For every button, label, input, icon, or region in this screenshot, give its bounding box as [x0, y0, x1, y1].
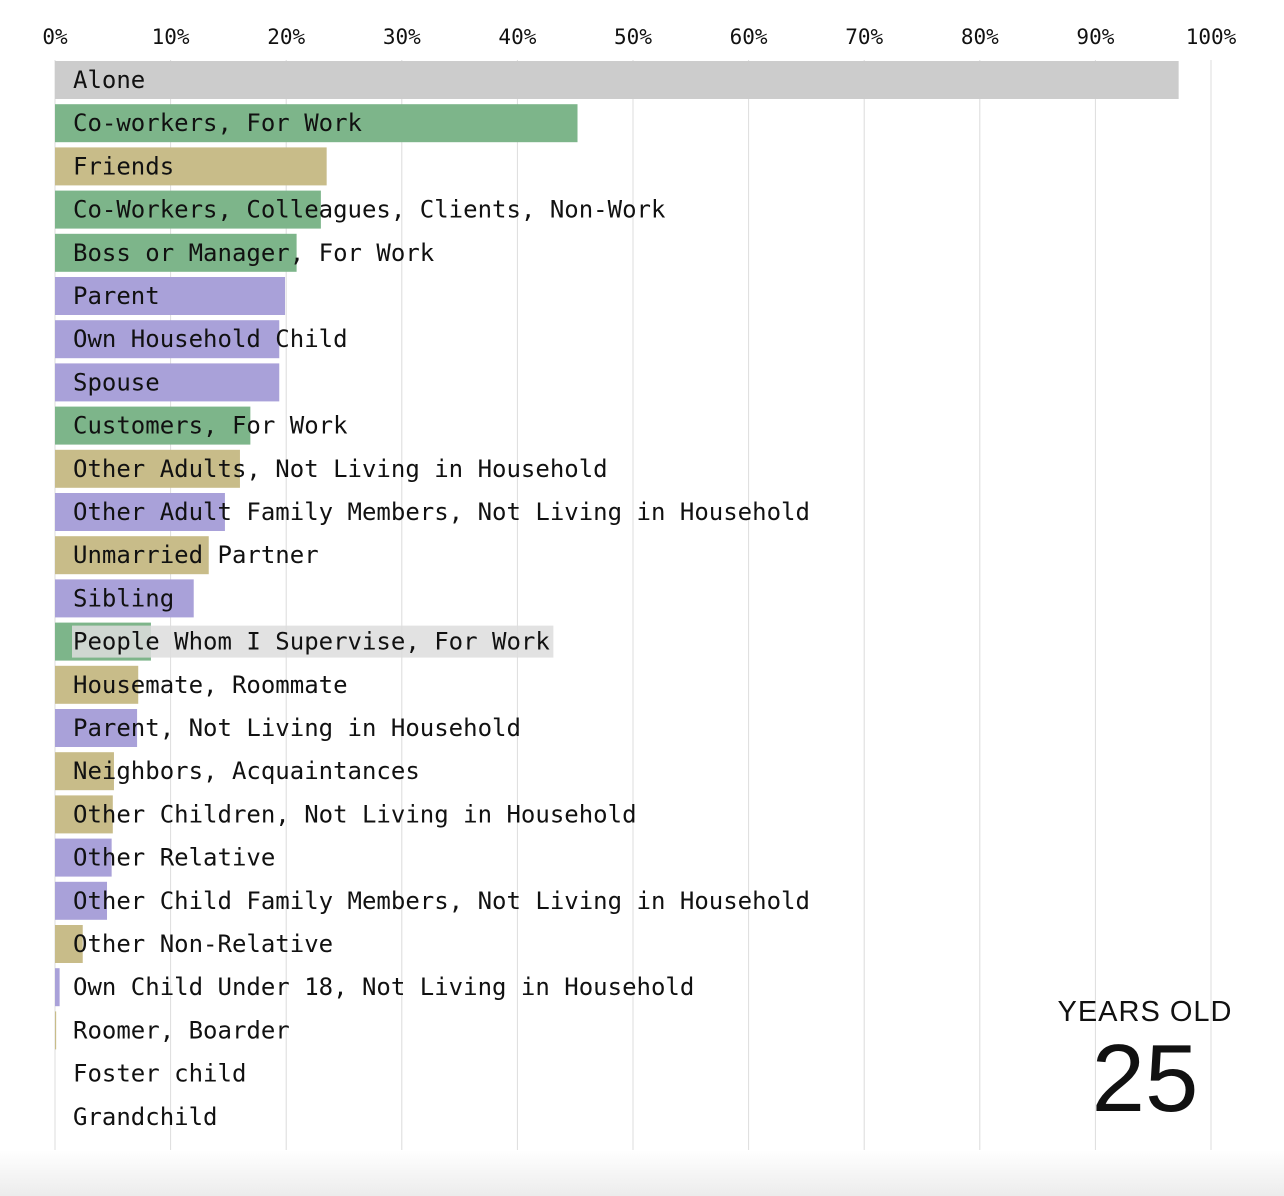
bar-label: Parent: [73, 282, 160, 310]
x-tick-label: 100%: [1186, 25, 1237, 49]
bar: [55, 363, 280, 402]
bar-label: Neighbors, Acquaintances: [73, 757, 420, 785]
x-tick-label: 0%: [42, 25, 68, 49]
bar-label: Other Relative: [73, 844, 275, 872]
bar: [55, 493, 225, 531]
bar-row: Customers, For Work: [55, 406, 348, 445]
bar-row: Boss or Manager, For Work: [55, 233, 435, 272]
bottom-fade: [0, 1150, 1284, 1196]
bar: [55, 709, 138, 747]
bar-label: Friends: [73, 152, 174, 180]
bar-label: People Whom I Supervise, For Work: [73, 628, 550, 656]
age-display: YEARS OLD 25: [1040, 996, 1250, 1127]
bar-row: Other Adults, Not Living in Household: [55, 449, 608, 488]
bar-row: Neighbors, Acquaintances: [55, 752, 420, 791]
bar-row: Sibling: [55, 579, 194, 618]
bar-label: Other Children, Not Living in Household: [73, 800, 637, 828]
x-tick-label: 50%: [614, 25, 652, 49]
bar-label: Own Child Under 18, Not Living in Househ…: [73, 973, 694, 1001]
bar-label: Other Child Family Members, Not Living i…: [73, 887, 810, 915]
bar-label: Co-workers, For Work: [73, 109, 363, 137]
bars: Alone Co-workers, For Work Friends Co-Worke…: [55, 61, 1179, 1131]
bar-row: Own Child Under 18, Not Living in Househ…: [55, 968, 694, 1007]
bar-row: Grandchild: [73, 1103, 218, 1131]
bar-label: Other Adults, Not Living in Household: [73, 455, 608, 483]
bar: [55, 320, 280, 359]
bar-label: Sibling: [73, 584, 174, 612]
bar-row: Other Non-Relative: [55, 925, 333, 963]
x-tick-label: 20%: [267, 25, 305, 49]
bar-row: Alone: [55, 61, 1179, 99]
x-tick-label: 70%: [845, 25, 883, 49]
bar-label: Own Household Child: [73, 325, 348, 353]
bar-label: Spouse: [73, 368, 160, 396]
bar: [55, 795, 113, 834]
bar-label: Boss or Manager, For Work: [73, 239, 435, 267]
bar-label: Foster child: [73, 1060, 246, 1088]
bar: [55, 968, 60, 1007]
bar-row: Own Household Child: [55, 320, 348, 359]
age-caption: YEARS OLD: [1057, 996, 1233, 1028]
x-tick-label: 90%: [1076, 25, 1114, 49]
bar-row: Other Relative: [55, 838, 275, 877]
bar: [55, 881, 108, 920]
bar-row: Housemate, Roommate: [55, 665, 348, 704]
x-tick-label: 60%: [730, 25, 768, 49]
bar-row: Other Child Family Members, Not Living i…: [55, 881, 810, 920]
bar: [55, 406, 251, 445]
bar-label: Unmarried Partner: [73, 541, 319, 569]
label-highlight: [72, 625, 554, 658]
bar-row: Other Children, Not Living in Household: [55, 795, 637, 834]
bar-label: Parent, Not Living in Household: [73, 714, 521, 742]
bar-label: Customers, For Work: [73, 412, 348, 440]
age-value: 25: [1091, 1025, 1199, 1132]
bar: [55, 233, 297, 272]
x-tick-label: 10%: [152, 25, 190, 49]
bar-row: Co-Workers, Colleagues, Clients, Non-Wor…: [55, 190, 666, 229]
bar-label: Other Non-Relative: [73, 930, 333, 958]
bar-row: People Whom I Supervise, For Work: [55, 622, 554, 661]
bar-label: Other Adult Family Members, Not Living i…: [73, 498, 810, 526]
bar: [55, 579, 194, 618]
x-tick-label: 30%: [383, 25, 421, 49]
bar-label: Co-Workers, Colleagues, Clients, Non-Wor…: [73, 196, 666, 224]
bar-row: Co-workers, For Work: [55, 104, 578, 143]
bar: [55, 61, 1179, 99]
bar-label: Housemate, Roommate: [73, 671, 348, 699]
bar: [55, 277, 286, 315]
bar-row: Foster child: [73, 1060, 246, 1088]
bar-row: Friends: [55, 147, 327, 186]
x-tick-label: 40%: [498, 25, 536, 49]
bar-row: Parent: [55, 277, 286, 315]
bar: [55, 536, 209, 575]
x-axis-ticks: 0% 10% 20% 30% 40% 50% 60% 70% 80% 90% 100%: [42, 25, 1236, 49]
bar: [55, 190, 321, 229]
bar-row: Parent, Not Living in Household: [55, 709, 521, 747]
bar: [55, 449, 240, 488]
bar-row: Roomer, Boarder: [55, 1011, 290, 1050]
bar: [55, 752, 114, 791]
bar: [55, 1011, 57, 1050]
bar-row: Unmarried Partner: [55, 536, 319, 575]
bar: [55, 104, 578, 143]
bar: [55, 925, 83, 963]
bar: [55, 665, 139, 704]
bar: [55, 147, 327, 186]
bar-label: Alone: [73, 66, 145, 94]
x-tick-label: 80%: [961, 25, 999, 49]
bar-row: Other Adult Family Members, Not Living i…: [55, 493, 810, 531]
bar-row: Spouse: [55, 363, 280, 402]
bar-label: Grandchild: [73, 1103, 218, 1131]
bar: [55, 838, 112, 877]
bar-label: Roomer, Boarder: [73, 1016, 290, 1044]
